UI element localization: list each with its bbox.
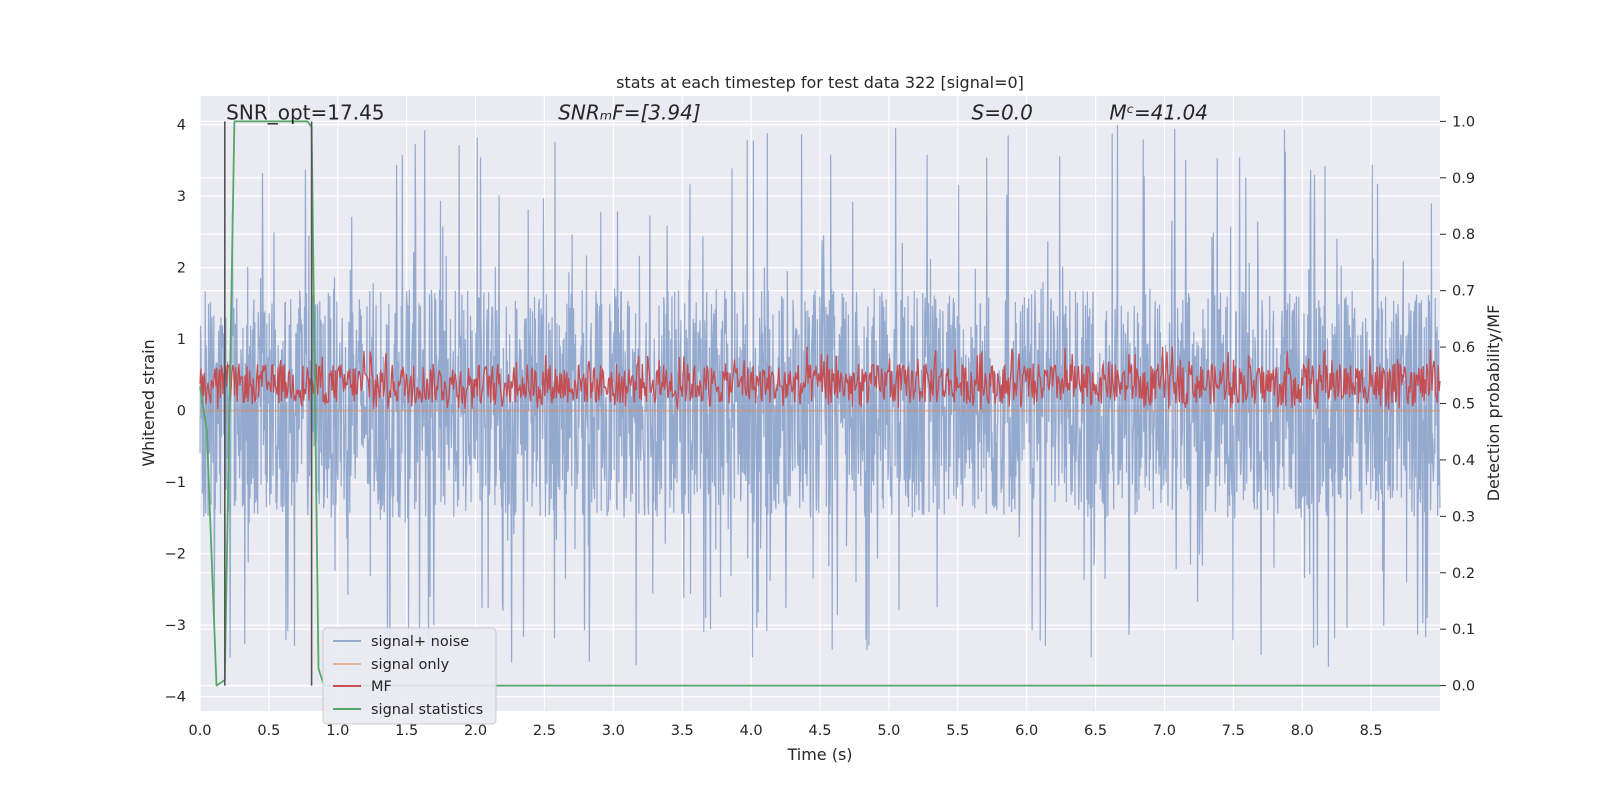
x-tick-label: 7.5 [1222,723,1245,739]
x-tick-label: 4.5 [808,723,831,739]
legend: signal+ noise signal only MF signal stat… [322,627,497,725]
legend-label-mf: MF [371,679,392,695]
vline-layer [224,121,313,686]
series-line-signal-noise [199,124,1441,667]
y-tick-label: 2 [177,261,186,277]
annotation-text: SNRₘF=[3.94] [558,100,700,124]
x-tick-label: 3.0 [602,723,625,739]
y2-tick-label: 0.6 [1452,340,1475,356]
y-tick-label: 3 [177,189,186,205]
y-tick-label: −2 [165,547,186,563]
y-axis-label: Whitened strain [139,339,158,466]
y2-axis-label: Detection probability/MF [1484,305,1503,502]
y-tick-label: −3 [165,618,186,634]
y-tick-label: 4 [177,118,186,134]
y2-tick-label: 0.7 [1452,284,1475,300]
y-tick-label: −1 [165,475,186,491]
annotation-text: SNR_opt=17.45 [226,100,384,124]
y2-tick-label: 1.0 [1452,114,1475,130]
x-axis-label: Time (s) [786,745,852,764]
chart-title: stats at each timestep for test data 322… [616,73,1024,92]
annotations: SNR_opt=17.45 SNRₘF=[3.94] S=0.0 Mᶜ=41.04 [226,100,1208,124]
legend-label-signal-noise: signal+ noise [371,634,469,650]
x-tick-label: 5.0 [877,723,900,739]
x-tick-label: 7.0 [1153,723,1176,739]
series-line-mf [199,346,1441,410]
x-tick-label: 0.0 [188,723,211,739]
x-tick-label: 6.0 [1015,723,1038,739]
x-tick-label: 8.0 [1291,723,1314,739]
x-tick-label: 1.5 [395,723,418,739]
y-tick-label: 0 [177,404,186,420]
x-tick-label: 0.5 [257,723,280,739]
y-tick-label: 1 [177,332,186,348]
x-tick-label: 5.5 [946,723,969,739]
y-tick-label: −4 [165,690,186,706]
annotation-text: S=0.0 [972,100,1033,124]
y2-tick-label: 0.0 [1452,679,1475,695]
x-tick-label: 6.5 [1084,723,1107,739]
y2-tick-label: 0.4 [1452,453,1475,469]
series-line-signal-statistics [199,120,1440,687]
y2-tick-labels: 0.0 0.1 0.2 0.3 0.4 0.5 0.6 0.7 0.8 0.9 1.0 [1440,114,1475,695]
x-tick-label: 1.0 [326,723,349,739]
y2-tick-label: 0.8 [1452,227,1475,243]
x-tick-label: 3.5 [671,723,694,739]
y2-tick-label: 0.5 [1452,397,1475,413]
series-layer [199,120,1441,687]
legend-label-signal-only: signal only [371,657,450,673]
legend-box [322,627,497,725]
legend-label-signal-statistics: signal statistics [371,702,483,718]
x-tick-label: 2.0 [464,723,487,739]
x-tick-label: 2.5 [533,723,556,739]
x-tick-label: 4.0 [740,723,763,739]
y-tick-labels: −4 −3 −2 −1 0 1 2 3 4 [165,118,186,706]
y2-tick-label: 0.3 [1452,509,1475,525]
x-tick-label: 8.5 [1360,723,1383,739]
x-tick-labels: 0.0 0.5 1.0 1.5 2.0 2.5 3.0 3.5 4.0 4.5 5.0 5.5 6.0 6… [188,723,1382,739]
y2-tick-label: 0.2 [1452,566,1475,582]
annotation-text: Mᶜ=41.04 [1109,100,1208,124]
y2-tick-label: 0.9 [1452,171,1475,187]
y2-tick-label: 0.1 [1452,622,1475,638]
